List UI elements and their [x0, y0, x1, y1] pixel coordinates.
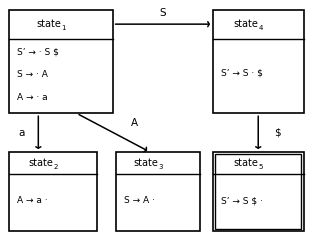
Text: a: a [18, 127, 24, 138]
Text: 5: 5 [259, 164, 263, 170]
Bar [9, 152, 97, 231]
Text: S → A ·: S → A · [124, 196, 155, 205]
Text: 3: 3 [159, 164, 163, 170]
Bar [9, 10, 113, 113]
Text: S → · A: S → · A [17, 70, 48, 79]
Text: state: state [133, 158, 158, 168]
Text: state: state [28, 158, 53, 168]
Text: state: state [233, 19, 258, 29]
Text: 2: 2 [54, 164, 58, 170]
Text: state: state [233, 158, 258, 168]
Text: A → a ·: A → a · [17, 196, 48, 205]
Bar [213, 152, 304, 231]
Text: A: A [131, 118, 139, 128]
Text: 1: 1 [62, 26, 66, 32]
Text: S’ → · S $: S’ → · S $ [17, 48, 59, 57]
Text: $: $ [274, 127, 280, 138]
Text: A → · a: A → · a [17, 93, 48, 102]
Text: state: state [36, 19, 61, 29]
Text: S’ → S $ ·: S’ → S $ · [221, 196, 263, 205]
Text: S: S [159, 8, 166, 18]
Bar [213, 10, 304, 113]
Text: S’ → S · $: S’ → S · $ [221, 69, 263, 78]
Text: 4: 4 [259, 26, 263, 32]
Bar [215, 154, 301, 229]
Bar [116, 152, 200, 231]
